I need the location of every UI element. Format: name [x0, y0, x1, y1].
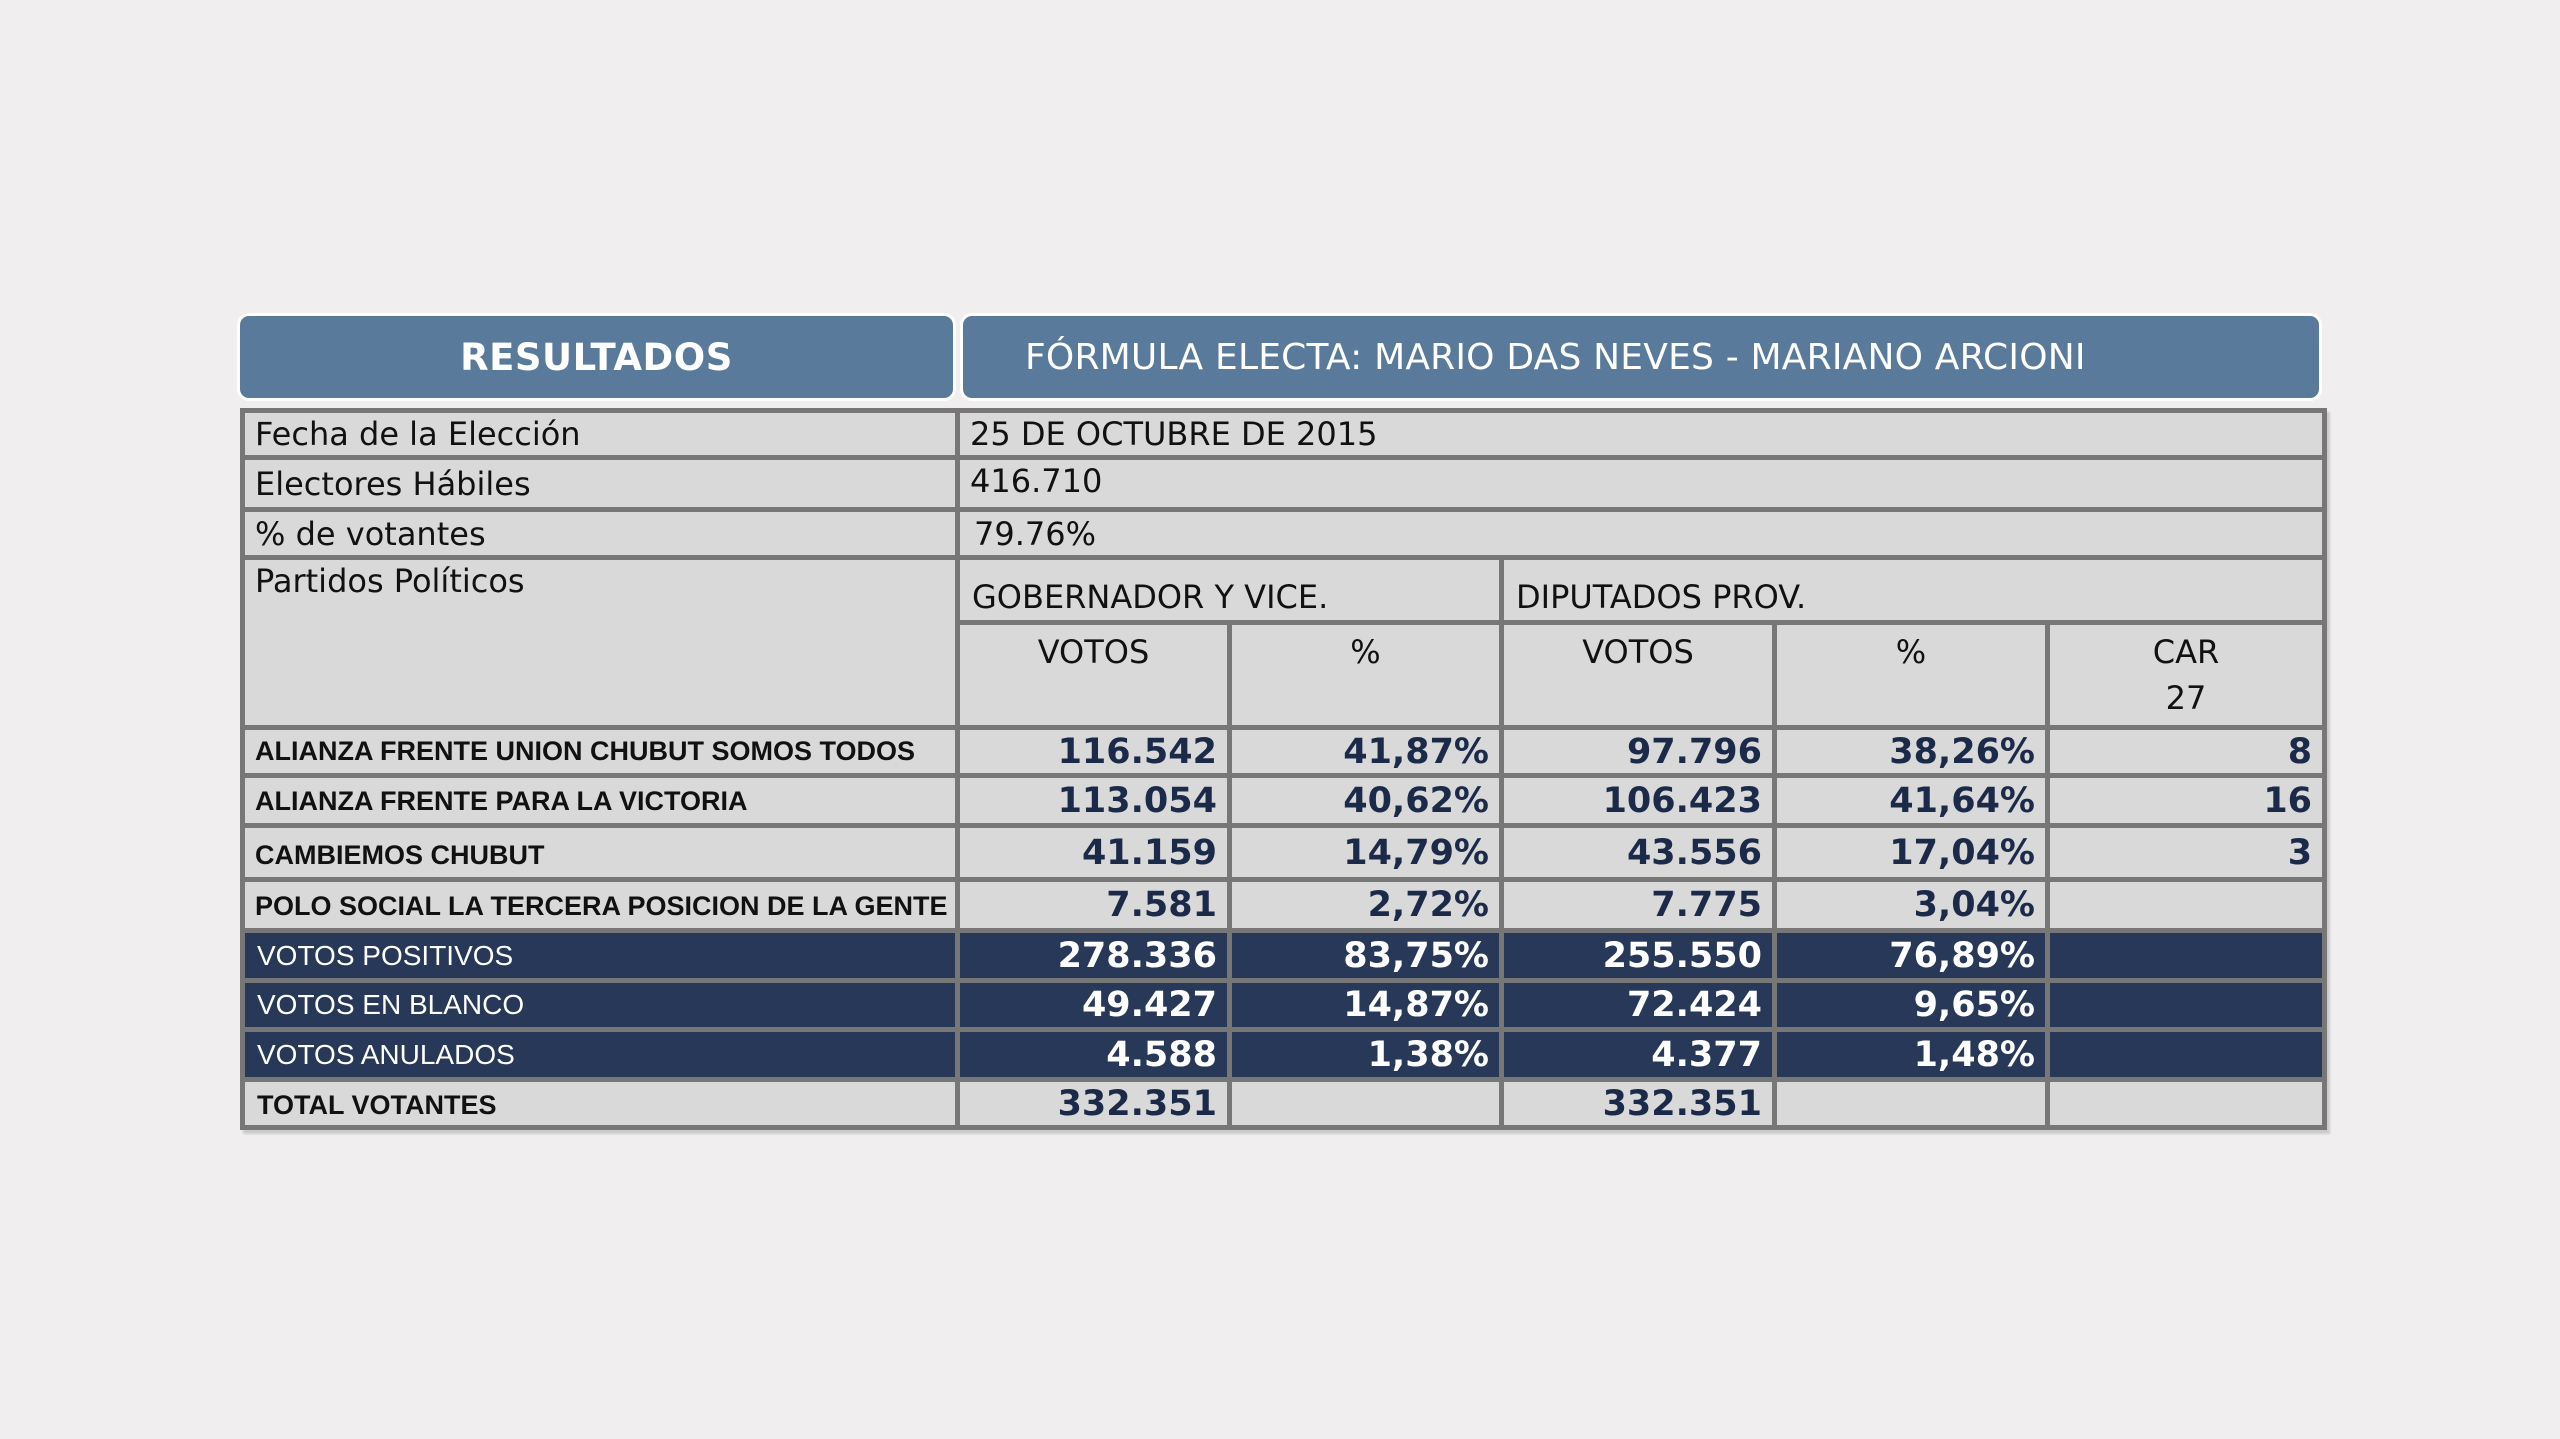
col-gob-votos: VOTOS: [955, 620, 1232, 730]
votantes-value: 79.76%: [954, 507, 2328, 560]
dip-votos: 97.796: [1499, 725, 1777, 778]
table-row: ALIANZA FRENTE PARA LA VICTORIA 113.054 …: [240, 773, 2328, 828]
gob-pct: 14,79%: [1227, 823, 1504, 882]
total-votantes-label: TOTAL VOTANTES: [240, 1077, 960, 1130]
dip-votos: 106.423: [1499, 773, 1777, 828]
dip-pct: 41,64%: [1772, 773, 2050, 828]
results-table: Fecha de la Elección 25 DE OCTUBRE DE 20…: [240, 408, 2328, 1130]
col-gob-pct: %: [1227, 620, 1504, 730]
partidos-label: Partidos Políticos: [240, 555, 960, 730]
gob-votos: 113.054: [955, 773, 1232, 828]
votantes-label: % de votantes: [240, 507, 960, 560]
car-seats: 3: [2044, 823, 2328, 882]
gob-pct: 83,75%: [1227, 928, 1504, 983]
gob-pct: 1,38%: [1227, 1027, 1504, 1082]
fecha-label: Fecha de la Elección: [240, 408, 960, 460]
dip-pct: 1,48%: [1772, 1027, 2050, 1082]
gob-pct: 40,62%: [1227, 773, 1504, 828]
results-header: RESULTADOS: [237, 313, 956, 401]
dip-pct: 3,04%: [1772, 877, 2050, 933]
party-name: POLO SOCIAL LA TERCERA POSICION DE LA GE…: [240, 877, 960, 933]
total-label: VOTOS EN BLANCO: [240, 978, 960, 1032]
car-seats: [2044, 1077, 2328, 1130]
group-diputados: DIPUTADOS PROV.: [1498, 555, 2328, 625]
dip-votos: 4.377: [1499, 1027, 1777, 1082]
car-seats: [2044, 978, 2328, 1032]
car-seats: 16: [2044, 773, 2328, 828]
group-gobernador: GOBERNADOR Y VICE.: [955, 555, 1504, 625]
col-car: CAR 27: [2044, 620, 2328, 730]
elected-formula-header: FÓRMULA ELECTA: MARIO DAS NEVES - MARIAN…: [960, 313, 2322, 401]
gob-votos: 7.581: [955, 877, 1232, 933]
electores-value: 416.710: [954, 455, 2328, 512]
table-row: ALIANZA FRENTE UNION CHUBUT SOMOS TODOS …: [240, 725, 2328, 778]
party-name: CAMBIEMOS CHUBUT: [240, 823, 960, 882]
col-dip-votos: VOTOS: [1499, 620, 1777, 730]
results-title: RESULTADOS: [460, 335, 733, 379]
info-row-fecha: Fecha de la Elección 25 DE OCTUBRE DE 20…: [240, 408, 2328, 460]
gob-pct: 41,87%: [1227, 725, 1504, 778]
col-dip-pct: %: [1772, 620, 2050, 730]
gob-pct: [1227, 1077, 1504, 1130]
dip-votos: 7.775: [1499, 877, 1777, 933]
table-row: VOTOS POSITIVOS 278.336 83,75% 255.550 7…: [240, 928, 2328, 983]
dip-pct: 38,26%: [1772, 725, 2050, 778]
car-seats: [2044, 1027, 2328, 1082]
table-row: CAMBIEMOS CHUBUT 41.159 14,79% 43.556 17…: [240, 823, 2328, 882]
column-group-header-row: Partidos Políticos GOBERNADOR Y VICE. DI…: [240, 555, 2328, 730]
info-row-electores: Electores Hábiles 416.710: [240, 455, 2328, 512]
gob-votos: 41.159: [955, 823, 1232, 882]
total-label: VOTOS ANULADOS: [240, 1027, 960, 1082]
dip-pct: 9,65%: [1772, 978, 2050, 1032]
info-row-votantes: % de votantes 79.76%: [240, 507, 2328, 560]
gob-pct: 14,87%: [1227, 978, 1504, 1032]
car-seats: [2044, 877, 2328, 933]
col-car-total: 27: [2165, 679, 2207, 717]
gob-votos: 4.588: [955, 1027, 1232, 1082]
dip-votos: 43.556: [1499, 823, 1777, 882]
dip-votos: 255.550: [1499, 928, 1777, 983]
car-seats: [2044, 928, 2328, 983]
total-votantes-row: TOTAL VOTANTES 332.351 332.351: [240, 1077, 2328, 1130]
gob-votos: 332.351: [955, 1077, 1232, 1130]
party-name: ALIANZA FRENTE UNION CHUBUT SOMOS TODOS: [240, 725, 960, 778]
gob-pct: 2,72%: [1227, 877, 1504, 933]
col-car-label: CAR: [2152, 633, 2220, 671]
dip-pct: 76,89%: [1772, 928, 2050, 983]
table-row: VOTOS EN BLANCO 49.427 14,87% 72.424 9,6…: [240, 978, 2328, 1032]
car-seats: 8: [2044, 725, 2328, 778]
fecha-value: 25 DE OCTUBRE DE 2015: [954, 408, 2328, 460]
gob-votos: 116.542: [955, 725, 1232, 778]
party-name: ALIANZA FRENTE PARA LA VICTORIA: [240, 773, 960, 828]
elected-formula-title: FÓRMULA ELECTA: MARIO DAS NEVES - MARIAN…: [1025, 336, 2086, 378]
dip-pct: [1772, 1077, 2050, 1130]
dip-votos: 72.424: [1499, 978, 1777, 1032]
dip-pct: 17,04%: [1772, 823, 2050, 882]
gob-votos: 278.336: [955, 928, 1232, 983]
total-label: VOTOS POSITIVOS: [240, 928, 960, 983]
column-header-row: VOTOS % VOTOS % CAR 27: [243, 620, 2328, 730]
electores-label: Electores Hábiles: [240, 455, 960, 512]
table-row: POLO SOCIAL LA TERCERA POSICION DE LA GE…: [240, 877, 2328, 933]
gob-votos: 49.427: [955, 978, 1232, 1032]
table-row: VOTOS ANULADOS 4.588 1,38% 4.377 1,48%: [240, 1027, 2328, 1082]
dip-votos: 332.351: [1499, 1077, 1777, 1130]
